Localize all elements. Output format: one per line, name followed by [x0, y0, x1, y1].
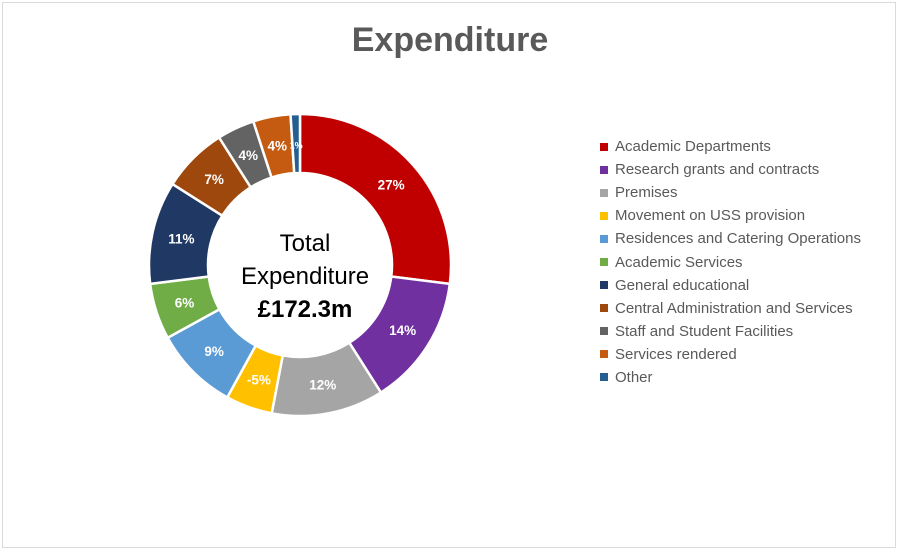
legend-label: Academic Departments — [615, 138, 771, 156]
legend: Academic Departments Research grants and … — [600, 135, 861, 389]
slice-labels: 27%14%12%-5%9%6%11%7%4%4% 1% — [168, 139, 416, 393]
legend-swatch — [600, 165, 608, 174]
legend-swatch — [600, 258, 608, 267]
data-label-central-administration-and-services: 7% — [204, 172, 224, 187]
legend-item-residences-and-catering-operations: Residences and Catering Operations — [600, 227, 861, 250]
slice-other — [289, 112, 302, 175]
legend-swatch — [600, 304, 608, 313]
legend-label: Research grants and contracts — [615, 161, 820, 179]
data-label-general-educational: 11% — [168, 231, 194, 246]
legend-label: Academic Services — [615, 253, 743, 271]
data-label-other: 1% — [290, 141, 303, 151]
legend-swatch — [600, 211, 608, 220]
legend-item-staff-and-student-facilities: Staff and Student Facilities — [600, 320, 861, 343]
legend-swatch — [600, 142, 608, 151]
legend-label: Residences and Catering Operations — [615, 230, 861, 248]
legend-label: Services rendered — [615, 345, 737, 363]
legend-item-general-educational: General educational — [600, 274, 861, 297]
data-label-premises: 12% — [309, 377, 336, 392]
legend-item-movement-on-uss-provision: Movement on USS provision — [600, 204, 861, 227]
legend-label: General educational — [615, 276, 750, 294]
legend-item-academic-departments: Academic Departments — [600, 135, 861, 158]
data-label-staff-and-student-facilities: 4% — [239, 148, 259, 163]
slice-academic-departments — [298, 112, 453, 286]
data-label-academic-services: 6% — [175, 296, 195, 311]
legend-swatch — [600, 281, 608, 290]
legend-swatch — [600, 373, 608, 382]
data-label-residences-and-catering-operations: 9% — [204, 344, 224, 359]
legend-item-services-rendered: Services rendered — [600, 343, 861, 366]
center-text-line1: Total — [280, 230, 331, 257]
chart-title: Expenditure — [351, 21, 549, 59]
legend-item-research-grants-and-contracts: Research grants and contracts — [600, 158, 861, 181]
center-text-line2: Expenditure — [241, 263, 369, 290]
legend-item-other: Other — [600, 366, 861, 389]
legend-swatch — [600, 234, 608, 243]
data-label-research-grants-and-contracts: 14% — [389, 323, 416, 338]
data-label-movement-on-uss-provision: -5% — [247, 372, 271, 387]
legend-item-central-administration-and-services: Central Administration and Services — [600, 297, 861, 320]
legend-label: Central Administration and Services — [615, 299, 853, 317]
center-total-value: £172.3m — [258, 296, 353, 323]
donut-slices — [147, 112, 453, 418]
legend-swatch — [600, 327, 608, 336]
data-label-academic-departments: 27% — [378, 178, 405, 193]
legend-label: Premises — [615, 184, 678, 202]
legend-label: Movement on USS provision — [615, 207, 806, 225]
legend-swatch — [600, 188, 608, 197]
legend-label: Staff and Student Facilities — [615, 322, 794, 340]
legend-swatch — [600, 350, 608, 359]
legend-item-academic-services: Academic Services — [600, 250, 861, 273]
legend-item-premises: Premises — [600, 181, 861, 204]
legend-label: Other — [615, 368, 653, 386]
data-label-services-rendered: 4% — [267, 139, 287, 154]
